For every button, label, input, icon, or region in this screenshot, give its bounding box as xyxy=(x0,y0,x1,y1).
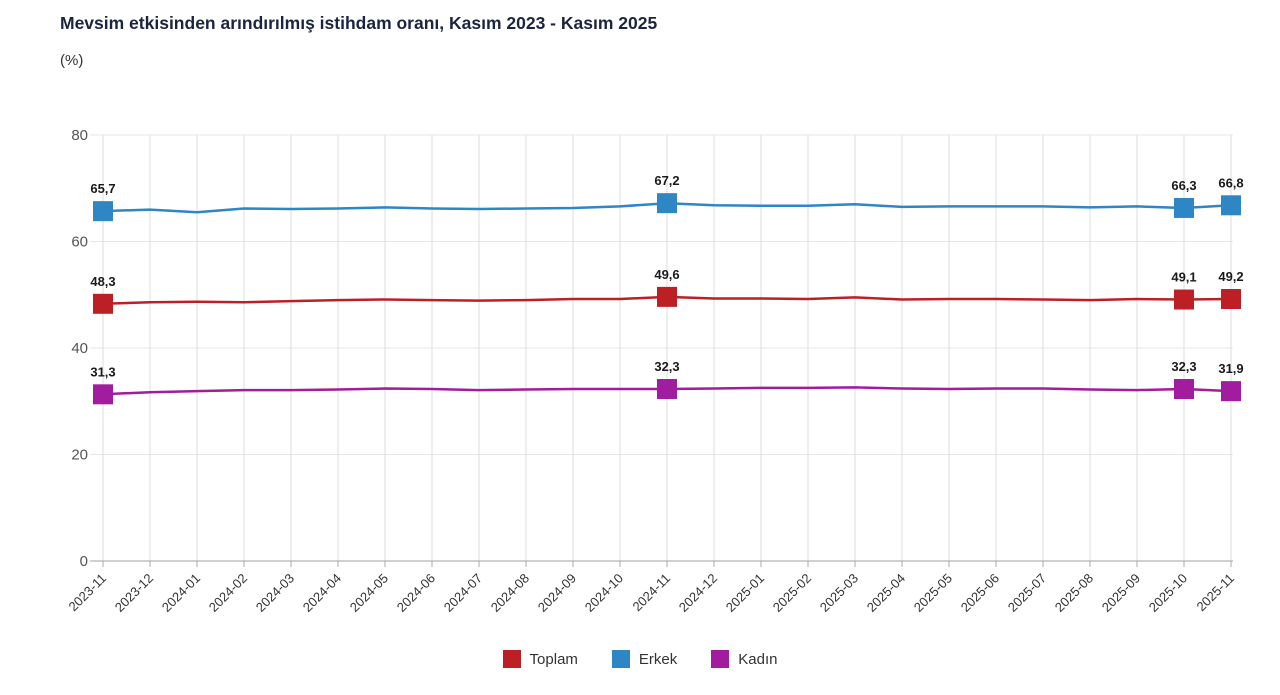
x-tick-label: 2024-08 xyxy=(488,571,532,615)
point-label-Erkek: 66,3 xyxy=(1171,178,1196,193)
point-marker-Erkek xyxy=(1221,195,1241,216)
x-tick-label: 2025-05 xyxy=(911,571,955,615)
x-tick-label: 2024-07 xyxy=(441,571,485,615)
x-tick-label: 2025-03 xyxy=(817,571,861,615)
x-tick-label: 2025-01 xyxy=(723,571,767,615)
x-tick-label: 2024-10 xyxy=(582,571,626,615)
point-marker-Toplam xyxy=(1221,289,1241,310)
point-label-Toplam: 49,1 xyxy=(1171,270,1196,285)
point-marker-Kadın xyxy=(657,379,677,400)
point-marker-Kadın xyxy=(1221,381,1241,402)
point-label-Erkek: 66,8 xyxy=(1218,175,1243,190)
legend-label-toplam: Toplam xyxy=(529,650,578,668)
x-tick-label: 2024-09 xyxy=(535,571,579,615)
point-marker-Kadın xyxy=(93,384,113,405)
x-tick-label: 2025-10 xyxy=(1146,571,1190,615)
x-tick-label: 2023-11 xyxy=(65,571,109,615)
x-tick-label: 2025-11 xyxy=(1193,571,1237,615)
x-tick-label: 2025-09 xyxy=(1099,571,1143,615)
x-tick-label: 2024-05 xyxy=(347,571,391,615)
point-marker-Erkek xyxy=(1174,197,1194,218)
point-label-Kadın: 31,9 xyxy=(1218,361,1243,376)
chart-unit-label: (%) xyxy=(60,52,84,69)
x-tick-label: 2025-06 xyxy=(958,571,1002,615)
point-marker-Toplam xyxy=(93,293,113,314)
x-tick-label: 2025-08 xyxy=(1052,571,1096,615)
legend-label-erkek: Erkek xyxy=(638,650,678,668)
y-tick-label: 80 xyxy=(71,127,88,144)
point-label-Toplam: 48,3 xyxy=(90,274,115,289)
legend-swatch-erkek xyxy=(611,650,630,668)
x-tick-label: 2023-12 xyxy=(112,571,156,615)
point-label-Erkek: 67,2 xyxy=(654,173,679,188)
x-tick-label: 2025-02 xyxy=(770,571,814,615)
point-label-Kadın: 32,3 xyxy=(654,359,679,374)
point-marker-Kadın xyxy=(1174,379,1194,400)
point-marker-Toplam xyxy=(657,286,677,307)
point-marker-Erkek xyxy=(93,201,113,222)
legend-item-kadin[interactable]: Kadın xyxy=(711,650,777,668)
x-tick-label: 2024-01 xyxy=(159,571,203,615)
x-tick-label: 2025-04 xyxy=(864,571,908,615)
x-tick-label: 2024-06 xyxy=(394,571,438,615)
legend-item-erkek[interactable]: Erkek xyxy=(611,650,678,668)
x-tick-label: 2025-07 xyxy=(1005,571,1049,615)
point-label-Kadın: 31,3 xyxy=(90,364,115,379)
point-label-Toplam: 49,2 xyxy=(1218,269,1243,284)
x-tick-label: 2024-02 xyxy=(206,571,250,615)
legend: Toplam Erkek Kadın xyxy=(0,650,1280,668)
chart-title: Mevsim etkisinden arındırılmış istihdam … xyxy=(60,13,658,33)
point-label-Kadın: 32,3 xyxy=(1171,359,1196,374)
y-tick-label: 0 xyxy=(80,553,88,570)
x-tick-label: 2024-11 xyxy=(629,571,673,615)
y-tick-label: 40 xyxy=(71,340,88,357)
point-marker-Toplam xyxy=(1174,289,1194,310)
legend-item-toplam[interactable]: Toplam xyxy=(502,650,578,668)
legend-swatch-toplam xyxy=(502,650,521,668)
y-tick-label: 60 xyxy=(71,234,88,251)
point-marker-Erkek xyxy=(657,193,677,214)
x-tick-label: 2024-03 xyxy=(253,571,297,615)
legend-label-kadin: Kadın xyxy=(738,650,778,668)
legend-swatch-kadin xyxy=(711,650,730,668)
point-label-Erkek: 65,7 xyxy=(90,181,115,196)
point-label-Toplam: 49,6 xyxy=(654,267,679,282)
x-tick-label: 2024-12 xyxy=(676,571,720,615)
x-tick-label: 2024-04 xyxy=(300,571,344,615)
y-tick-label: 20 xyxy=(71,447,88,464)
